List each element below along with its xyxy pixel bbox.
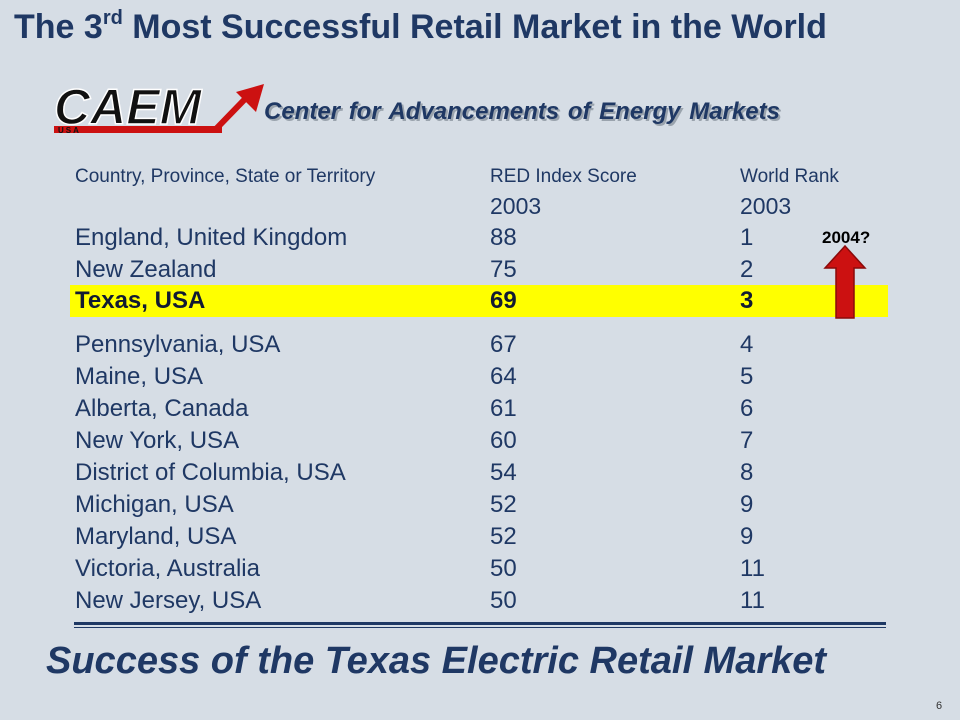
row-rank: 4	[740, 331, 754, 358]
column-header-score: RED Index Score	[490, 166, 637, 187]
caem-logo: CAEM USA	[53, 80, 264, 136]
slide-tagline: Success of the Texas Electric Retail Mar…	[46, 640, 827, 682]
row-score: 88	[490, 224, 517, 251]
row-score: 50	[490, 555, 517, 582]
row-name: Texas, USA	[75, 287, 206, 314]
column-header-rank: World Rank	[740, 166, 839, 187]
row-score: 69	[490, 287, 517, 314]
divider-thin	[74, 627, 886, 628]
logo-caption: Center for Advancements of Energy Market…	[264, 98, 780, 125]
title-superscript: rd	[102, 7, 123, 29]
table-row-highlighted: Texas, USA 69 3	[70, 285, 888, 317]
table-row: District of Columbia, USA 54 8	[70, 457, 888, 489]
table-row: New York, USA 60 7	[70, 425, 888, 457]
rank-year: 2003	[740, 193, 792, 219]
table-row: New Jersey, USA 50 11	[70, 585, 888, 617]
row-score: 61	[490, 395, 517, 422]
row-score: 60	[490, 427, 517, 454]
table-row: Pennsylvania, USA 67 4	[70, 329, 888, 361]
row-rank: 7	[740, 427, 754, 454]
divider-thick	[74, 622, 886, 625]
row-rank: 9	[740, 491, 754, 518]
logo-arrow-icon	[236, 84, 264, 112]
row-rank: 9	[740, 523, 754, 550]
row-name: New Zealand	[75, 256, 217, 283]
title-main: The 3	[14, 8, 103, 46]
row-score: 50	[490, 587, 517, 614]
year-badge: 2004?	[822, 228, 871, 247]
row-score: 52	[490, 491, 517, 518]
logo-text: CAEM	[54, 80, 203, 135]
slide-title: The 3rd Most Successful Retail Market in…	[14, 8, 827, 47]
row-name: New York, USA	[75, 427, 240, 454]
logo-bar	[54, 126, 222, 133]
table-row: Maryland, USA 52 9	[70, 521, 888, 553]
table-row: Maine, USA 64 5	[70, 361, 888, 393]
row-score: 52	[490, 523, 517, 550]
row-name: Pennsylvania, USA	[75, 331, 281, 358]
row-rank: 11	[740, 587, 765, 614]
row-name: Maine, USA	[75, 363, 204, 390]
row-rank: 11	[740, 555, 765, 582]
row-score: 64	[490, 363, 517, 390]
row-score: 75	[490, 256, 517, 283]
row-name: Victoria, Australia	[75, 555, 260, 582]
row-rank: 8	[740, 459, 754, 486]
row-rank: 2	[740, 256, 754, 283]
row-rank: 5	[740, 363, 754, 390]
score-year: 2003	[490, 193, 542, 219]
row-score: 54	[490, 459, 517, 486]
slide-number: 6	[936, 700, 943, 712]
row-name: New Jersey, USA	[75, 587, 262, 614]
row-name: England, United Kingdom	[75, 224, 348, 251]
logo-arrow-shaft	[212, 95, 249, 133]
table-row: Michigan, USA 52 9	[70, 489, 888, 521]
row-rank: 6	[740, 395, 754, 422]
row-name: Alberta, Canada	[75, 395, 249, 422]
table-row: England, United Kingdom 88 1	[70, 222, 888, 254]
logo-subtext: USA	[58, 126, 81, 135]
row-name: Maryland, USA	[75, 523, 237, 550]
table-row: New Zealand 75 2	[70, 254, 888, 286]
red-up-arrow-icon	[823, 244, 867, 319]
row-rank: 1	[740, 224, 754, 251]
column-header-country: Country, Province, State or Territory	[75, 166, 376, 187]
row-rank: 3	[740, 287, 754, 314]
title-rest: Most Successful Retail Market in the Wor…	[122, 8, 827, 46]
table-row: Alberta, Canada 61 6	[70, 393, 888, 425]
row-name: Michigan, USA	[75, 491, 234, 518]
table-row: Victoria, Australia 50 11	[70, 553, 888, 585]
row-name: District of Columbia, USA	[75, 459, 346, 486]
row-score: 67	[490, 331, 517, 358]
